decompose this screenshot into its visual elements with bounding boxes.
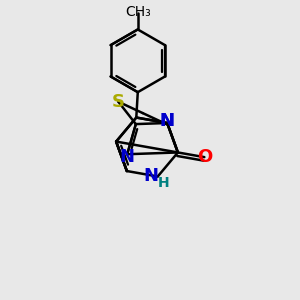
- Text: S: S: [112, 93, 125, 111]
- Text: N: N: [144, 167, 159, 185]
- Text: N: N: [160, 112, 175, 130]
- Text: O: O: [197, 148, 212, 166]
- Text: N: N: [160, 112, 175, 130]
- Text: N: N: [120, 148, 135, 166]
- Text: H: H: [157, 176, 169, 190]
- Text: CH₃: CH₃: [125, 4, 151, 19]
